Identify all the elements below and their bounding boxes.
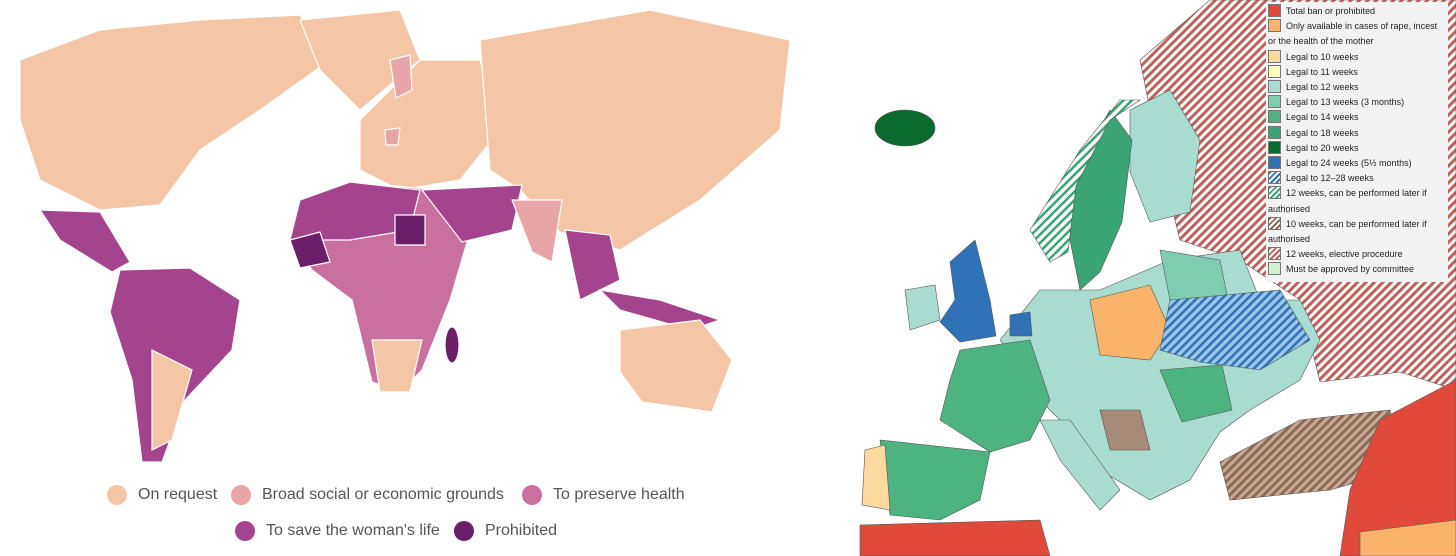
legend-label: Total ban or prohibited xyxy=(1286,6,1376,16)
legend-swatch xyxy=(1268,140,1281,154)
legend-label: To preserve health xyxy=(553,486,685,503)
legend-swatch xyxy=(107,485,127,505)
legend-label: Broad social or economic grounds xyxy=(262,486,504,503)
legend-swatch xyxy=(1268,186,1281,200)
legend-item: Legal to 12 weeks xyxy=(1268,80,1446,95)
legend-label: Must be approved by committee xyxy=(1286,264,1415,275)
legend-swatch xyxy=(1268,247,1281,261)
legend-item: Total ban or prohibited xyxy=(1268,4,1446,19)
legend-swatch xyxy=(1268,156,1281,170)
legend-label: Legal to 20 weeks xyxy=(1286,142,1359,153)
legend-label: Legal to 18 weeks xyxy=(1286,127,1359,138)
legend-item: Legal to 18 weeks xyxy=(1268,125,1446,141)
legend-swatch xyxy=(1268,64,1281,78)
legend-label: Legal to 12–28 weeks xyxy=(1286,173,1374,184)
legend-label: 12 weeks, can be performed later if auth… xyxy=(1268,188,1427,214)
legend-swatch xyxy=(1268,19,1281,33)
world-legend: On request Broad social or economic groun… xyxy=(107,485,685,541)
legend-item: Legal to 14 weeks xyxy=(1268,110,1446,125)
legend-swatch xyxy=(1268,171,1281,185)
legend-label: Legal to 24 weeks (5½ months) xyxy=(1286,158,1412,169)
legend-item: 12 weeks, elective procedure xyxy=(1268,247,1446,262)
legend-label: Prohibited xyxy=(485,522,557,539)
legend-item: Legal to 24 weeks (5½ months) xyxy=(1268,156,1446,171)
legend-item: Only available in cases of rape, incest … xyxy=(1268,19,1446,49)
legend-swatch xyxy=(1268,4,1281,17)
legend-swatch xyxy=(235,521,255,541)
legend-swatch xyxy=(1268,262,1281,276)
legend-item: Legal to 12–28 weeks xyxy=(1268,171,1446,186)
legend-item: Legal to 11 weeks xyxy=(1268,64,1446,80)
legend-label: 12 weeks, elective procedure xyxy=(1286,249,1403,260)
legend-label: On request xyxy=(138,486,218,503)
legend-swatch xyxy=(1268,125,1281,139)
legend-item: Legal to 13 weeks (3 months) xyxy=(1268,95,1446,110)
legend-swatch xyxy=(1268,110,1281,124)
europe-legend: Total ban or prohibited Only available in… xyxy=(1266,2,1448,282)
legend-item: Must be approved by committee xyxy=(1268,262,1446,277)
legend-label: 10 weeks, can be performed later if auth… xyxy=(1268,218,1427,245)
legend-swatch xyxy=(1268,49,1281,63)
legend-label: To save the woman's life xyxy=(266,522,440,539)
legend-item: Legal to 10 weeks xyxy=(1268,49,1446,65)
legend-swatch xyxy=(1268,80,1281,94)
legend-swatch xyxy=(522,485,542,505)
legend-label: Only available in cases of rape, incest … xyxy=(1268,21,1438,47)
legend-item: 10 weeks, can be performed later if auth… xyxy=(1268,216,1446,247)
world-map xyxy=(19,9,791,463)
legend-label: Legal to 13 weeks (3 months) xyxy=(1286,97,1405,108)
legend-swatch xyxy=(1268,95,1281,109)
legend-swatch xyxy=(454,521,474,541)
legend-label: Legal to 10 weeks xyxy=(1286,51,1359,62)
legend-swatch xyxy=(231,485,251,505)
legend-label: Legal to 11 weeks xyxy=(1286,66,1358,77)
legend-item: Legal to 20 weeks xyxy=(1268,140,1446,156)
legend-item: 12 weeks, can be performed later if auth… xyxy=(1268,186,1446,216)
legend-swatch xyxy=(1268,216,1281,230)
legend-label: Legal to 12 weeks xyxy=(1286,82,1359,93)
legend-label: Legal to 14 weeks xyxy=(1286,112,1359,123)
